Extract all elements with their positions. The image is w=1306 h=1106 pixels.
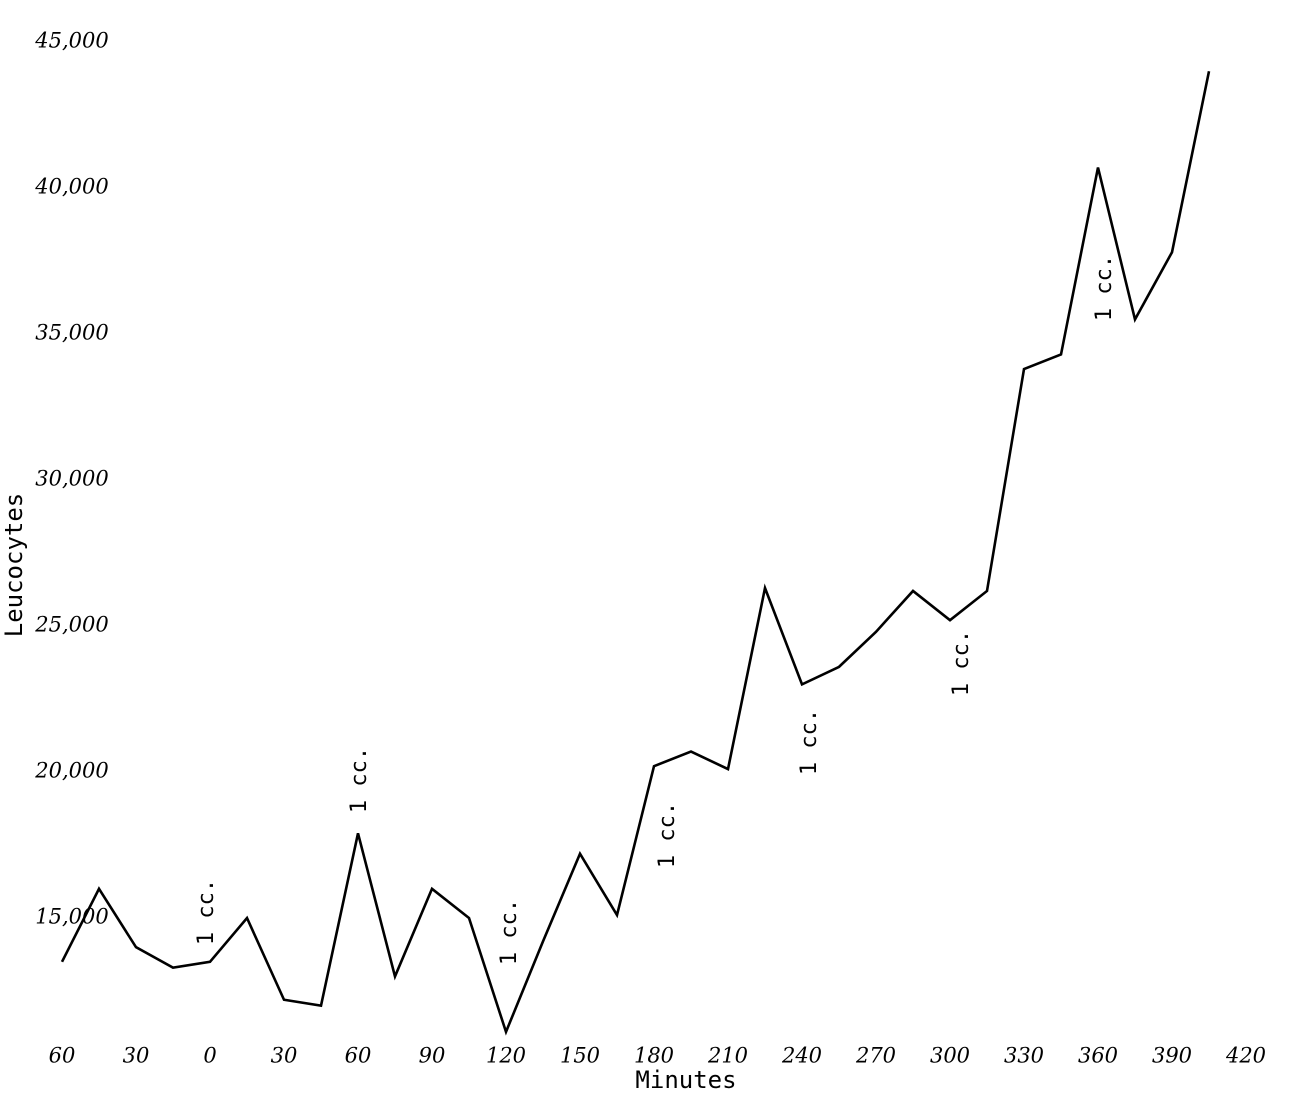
y-tick-label: 15,000 <box>35 905 108 929</box>
x-tick-label: 60 <box>345 1044 372 1068</box>
annotation: 1 cc. <box>1092 255 1117 321</box>
x-tick-label: 270 <box>855 1044 896 1068</box>
y-tick-label: 20,000 <box>34 759 108 783</box>
annotation: 1 cc. <box>497 899 522 965</box>
x-tick-label: 210 <box>707 1044 748 1068</box>
y-tick-label: 30,000 <box>35 467 108 491</box>
x-tick-label: 30 <box>123 1044 150 1068</box>
x-tick-label: 60 <box>49 1044 76 1068</box>
annotation: 1 cc. <box>347 747 372 813</box>
x-tick-label: 300 <box>930 1044 970 1068</box>
data-line <box>60 70 1211 1036</box>
x-tick-label: 390 <box>1152 1044 1192 1068</box>
annotation: 1 cc. <box>797 709 822 775</box>
x-tick-label: 420 <box>1225 1044 1266 1068</box>
annotation: 1 cc. <box>949 630 974 696</box>
x-tick-label: 30 <box>271 1044 298 1068</box>
x-tick-label: 360 <box>1078 1044 1118 1068</box>
annotation: 1 cc. <box>655 802 680 868</box>
x-tick-label: 150 <box>560 1044 600 1068</box>
y-tick-label: 25,000 <box>34 613 108 637</box>
y-tick-label: 45,000 <box>34 29 108 53</box>
annotation: 1 cc. <box>194 879 219 945</box>
x-tick-label: 330 <box>1004 1044 1044 1068</box>
y-tick-label: 35,000 <box>35 321 108 345</box>
x-axis-title: Minutes <box>635 1066 736 1094</box>
x-tick-label: 180 <box>634 1044 674 1068</box>
x-tick-label: 90 <box>419 1044 446 1068</box>
y-axis-title: Leucocytes <box>0 493 28 638</box>
x-tick-label: 120 <box>486 1044 526 1068</box>
y-tick-label: 40,000 <box>34 175 108 199</box>
x-tick-label: 240 <box>781 1044 822 1068</box>
x-tick-label: 0 <box>203 1044 216 1068</box>
